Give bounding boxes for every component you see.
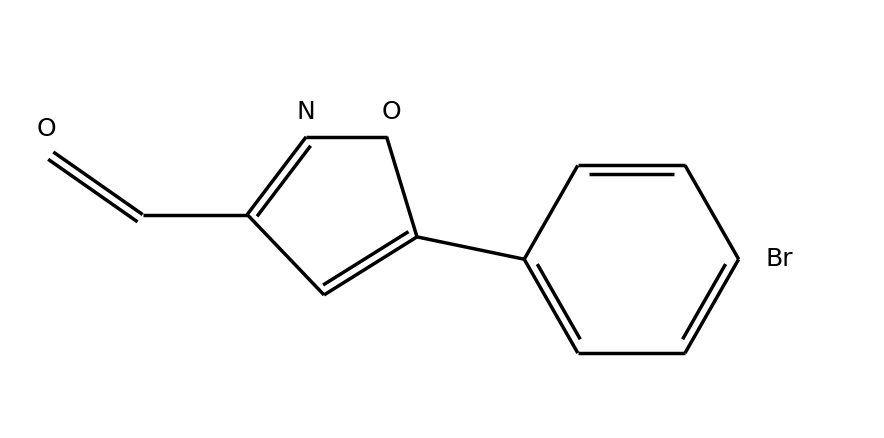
- Text: N: N: [297, 100, 316, 124]
- Text: O: O: [381, 100, 400, 124]
- Text: Br: Br: [766, 247, 793, 271]
- Text: O: O: [36, 117, 56, 141]
